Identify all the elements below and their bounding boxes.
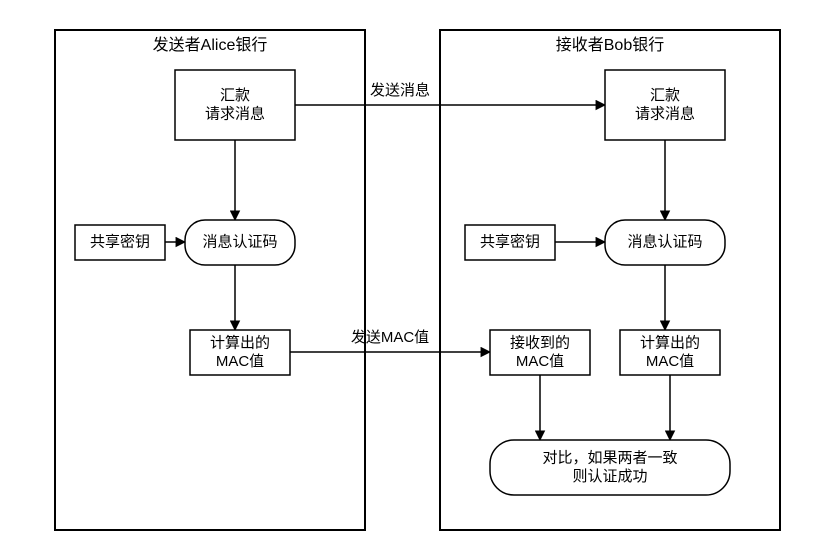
diagram-svg: 发送者Alice银行接收者Bob银行 发送消息发送MAC值 汇款请求消息共享密钥… — [0, 0, 816, 555]
node-label-r_recv_mac: 接收到的MAC值 — [510, 334, 570, 370]
node-label-s_mac_fn: 消息认证码 — [202, 234, 277, 251]
node-label-r_key: 共享密钥 — [480, 234, 540, 251]
panel-title-sender: 发送者Alice银行 — [153, 36, 268, 54]
edge-label-7: 发送MAC值 — [351, 329, 429, 346]
panel-title-receiver: 接收者Bob银行 — [556, 36, 664, 54]
node-label-s_key: 共享密钥 — [90, 234, 150, 251]
edge-label-6: 发送消息 — [370, 82, 430, 99]
diagram-stage: 发送者Alice银行接收者Bob银行 发送消息发送MAC值 汇款请求消息共享密钥… — [0, 0, 816, 555]
node-label-r_mac_fn: 消息认证码 — [627, 234, 702, 251]
